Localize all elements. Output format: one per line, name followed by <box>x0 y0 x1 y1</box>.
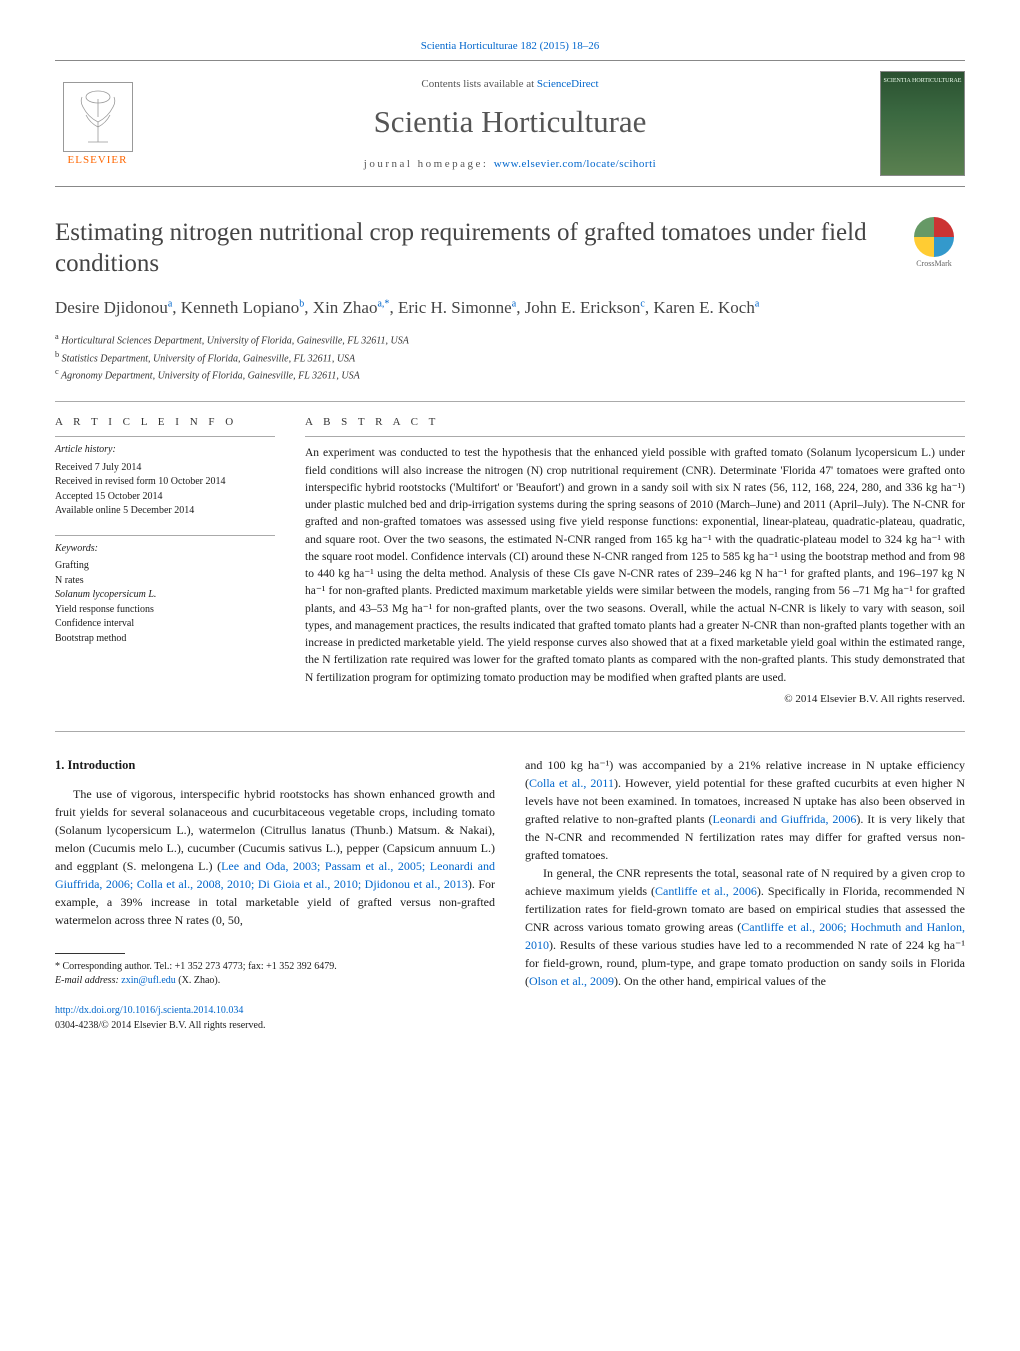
article-title: Estimating nitrogen nutritional crop req… <box>55 217 903 280</box>
citation-leonardi-2006[interactable]: Leonardi and Giuffrida, 2006 <box>713 812 857 826</box>
journal-homepage-link[interactable]: www.elsevier.com/locate/scihorti <box>494 158 657 170</box>
header-citation: Scientia Horticulturae 182 (2015) 18–26 <box>55 40 965 52</box>
abstract-copyright: © 2014 Elsevier B.V. All rights reserved… <box>305 693 965 705</box>
abstract-text: An experiment was conducted to test the … <box>305 436 965 687</box>
corresponding-author-note: * Corresponding author. Tel.: +1 352 273… <box>55 960 495 975</box>
body-two-column: 1. Introduction The use of vigorous, int… <box>55 731 965 1033</box>
citation-colla-2011[interactable]: Colla et al., 2011 <box>529 776 614 790</box>
affiliation-b: b Statistics Department, University of F… <box>55 349 965 366</box>
citation-cantliffe-2006a[interactable]: Cantliffe et al., 2006 <box>655 884 757 898</box>
footnotes: * Corresponding author. Tel.: +1 352 273… <box>55 960 495 989</box>
left-column: 1. Introduction The use of vigorous, int… <box>55 756 495 1033</box>
issn-copyright: 0304-4238/© 2014 Elsevier B.V. All right… <box>55 1020 265 1031</box>
sciencedirect-link[interactable]: ScienceDirect <box>537 78 599 90</box>
affiliation-a: a Horticultural Sciences Department, Uni… <box>55 331 965 348</box>
intro-paragraph-1: The use of vigorous, interspecific hybri… <box>55 785 495 929</box>
citation-olson-2009[interactable]: Olson et al., 2009 <box>529 974 614 988</box>
intro-paragraph-1-cont: and 100 kg ha⁻¹) was accompanied by a 21… <box>525 756 965 864</box>
article-history-block: Article history: Received 7 July 2014 Re… <box>55 436 275 519</box>
affiliation-c: c Agronomy Department, University of Flo… <box>55 366 965 383</box>
corresponding-email: E-mail address: zxin@ufl.edu (X. Zhao). <box>55 974 495 989</box>
abstract-column: a b s t r a c t An experiment was conduc… <box>305 416 965 705</box>
publisher-logo: ELSEVIER <box>55 76 140 171</box>
section-1-heading: 1. Introduction <box>55 756 495 775</box>
crossmark-icon <box>914 217 954 257</box>
article-info-sidebar: a r t i c l e i n f o Article history: R… <box>55 416 275 705</box>
doi-link[interactable]: http://dx.doi.org/10.1016/j.scienta.2014… <box>55 1005 243 1016</box>
crossmark-badge[interactable]: CrossMark <box>903 217 965 279</box>
right-column: and 100 kg ha⁻¹) was accompanied by a 21… <box>525 756 965 1033</box>
affiliations: a Horticultural Sciences Department, Uni… <box>55 331 965 383</box>
publisher-name: ELSEVIER <box>68 154 128 166</box>
email-link[interactable]: zxin@ufl.edu <box>121 975 175 986</box>
footnote-separator <box>55 953 125 954</box>
contents-available-line: Contents lists available at ScienceDirec… <box>140 78 880 90</box>
journal-title: Scientia Horticulturae <box>140 104 880 140</box>
article-info-heading: a r t i c l e i n f o <box>55 416 275 428</box>
journal-header-bar: ELSEVIER Contents lists available at Sci… <box>55 60 965 187</box>
doi-block: http://dx.doi.org/10.1016/j.scienta.2014… <box>55 1003 495 1033</box>
author-list: Desire Djidonoua, Kenneth Lopianob, Xin … <box>55 296 965 320</box>
journal-cover-thumbnail: SCIENTIA HORTICULTURAE <box>880 71 965 176</box>
intro-paragraph-2: In general, the CNR represents the total… <box>525 864 965 990</box>
journal-homepage-line: journal homepage: www.elsevier.com/locat… <box>140 158 880 170</box>
abstract-heading: a b s t r a c t <box>305 416 965 428</box>
keywords-block: Keywords: Grafting N rates Solanum lycop… <box>55 535 275 647</box>
section-divider <box>55 401 965 402</box>
elsevier-tree-icon <box>63 82 133 152</box>
